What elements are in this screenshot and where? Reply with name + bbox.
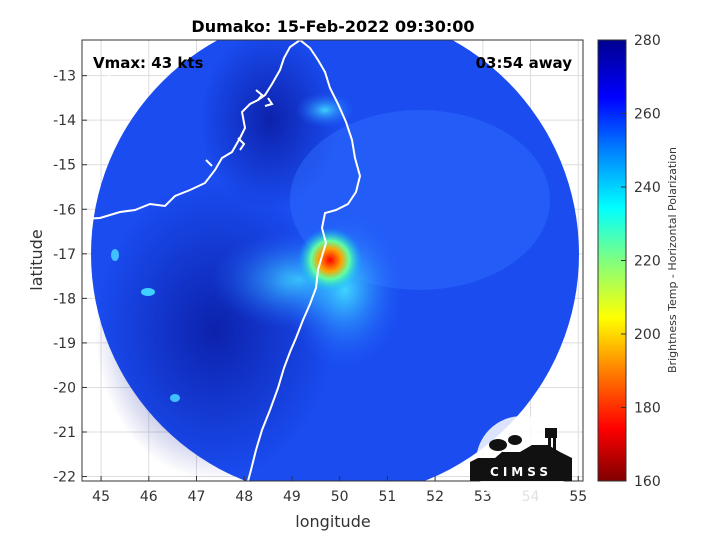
x-tick-label: 53 — [474, 489, 492, 505]
colorbar-tick-label: 200 — [634, 327, 661, 343]
colorbar-tick-label: 160 — [634, 474, 661, 490]
x-tick-label: 55 — [569, 489, 587, 505]
dark-region-north — [200, 40, 340, 210]
x-tick-label: 47 — [188, 489, 206, 505]
x-tick-label: 45 — [92, 489, 110, 505]
y-tick-label: -21 — [53, 425, 76, 441]
y-tick-label: -20 — [53, 380, 76, 396]
logo-tower-top — [545, 428, 557, 438]
logo-text: CIMSS — [490, 465, 552, 479]
cell-1 — [111, 249, 119, 261]
y-ticks: -13 -14 -15 -16 -17 -18 -19 -20 -21 -22 — [53, 69, 87, 486]
colorbar-tick-label: 280 — [634, 33, 661, 49]
x-tick-label: 48 — [235, 489, 253, 505]
y-tick-label: -19 — [53, 336, 76, 352]
cloud-patch-north — [295, 92, 355, 128]
colorbar-tick-label: 220 — [634, 254, 661, 270]
logo-ground — [470, 445, 572, 481]
logo-dish-2 — [508, 435, 522, 445]
colorbar-ticks: 160 180 200 220 240 260 280 — [621, 33, 661, 490]
colorbar-tick-label: 240 — [634, 180, 661, 196]
logo-tower-leg-2 — [553, 438, 556, 450]
y-tick-label: -18 — [53, 291, 76, 307]
y-tick-label: -16 — [53, 202, 76, 218]
logo-dish-1 — [489, 439, 507, 451]
colorbar-title: Brightness Temp - Horizontal Polarizatio… — [666, 147, 679, 373]
colorbar-tick-label: 180 — [634, 401, 661, 417]
plot-frame — [81, 39, 584, 482]
chart-title: Dumako: 15-Feb-2022 09:30:00 — [191, 17, 474, 36]
y-tick-label: -13 — [53, 69, 76, 85]
cimss-logo: CIMSS — [470, 416, 572, 508]
y-tick-label: -14 — [53, 113, 76, 129]
x-tick-label: 52 — [426, 489, 444, 505]
brightness-swath — [91, 40, 579, 481]
cell-2 — [141, 288, 155, 296]
x-tick-label: 50 — [331, 489, 349, 505]
y-tick-label: -17 — [53, 247, 76, 263]
coastline — [82, 40, 362, 481]
colorbar-tick-label: 260 — [634, 107, 661, 123]
colorbar: 160 180 200 220 240 260 280 Brightness Temp - … — [597, 33, 679, 490]
y-axis-title: latitude — [27, 229, 46, 290]
x-tick-label: 49 — [283, 489, 301, 505]
x-tick-label: 46 — [140, 489, 158, 505]
cell-3 — [170, 394, 180, 402]
time-offset-label: 03:54 away — [476, 54, 573, 72]
vmax-label: Vmax: 43 kts — [93, 54, 203, 72]
logo-tower-leg-1 — [548, 438, 551, 450]
x-axis-title: longitude — [295, 512, 370, 531]
y-tick-label: -22 — [53, 470, 76, 486]
x-tick-label: 51 — [378, 489, 396, 505]
storm-core — [298, 228, 362, 292]
y-tick-label: -15 — [53, 158, 76, 174]
